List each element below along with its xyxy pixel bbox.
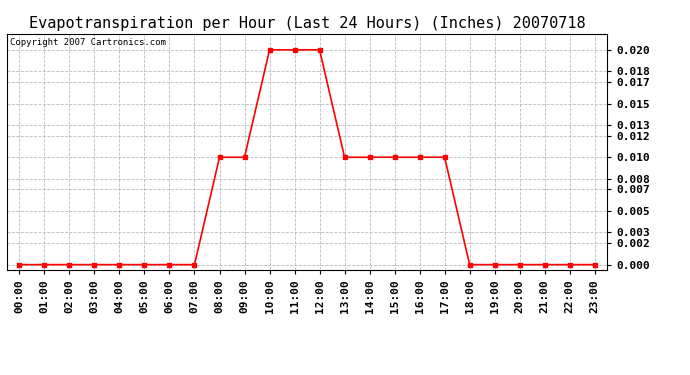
Title: Evapotranspiration per Hour (Last 24 Hours) (Inches) 20070718: Evapotranspiration per Hour (Last 24 Hou…: [29, 16, 585, 31]
Text: Copyright 2007 Cartronics.com: Copyright 2007 Cartronics.com: [10, 39, 166, 48]
